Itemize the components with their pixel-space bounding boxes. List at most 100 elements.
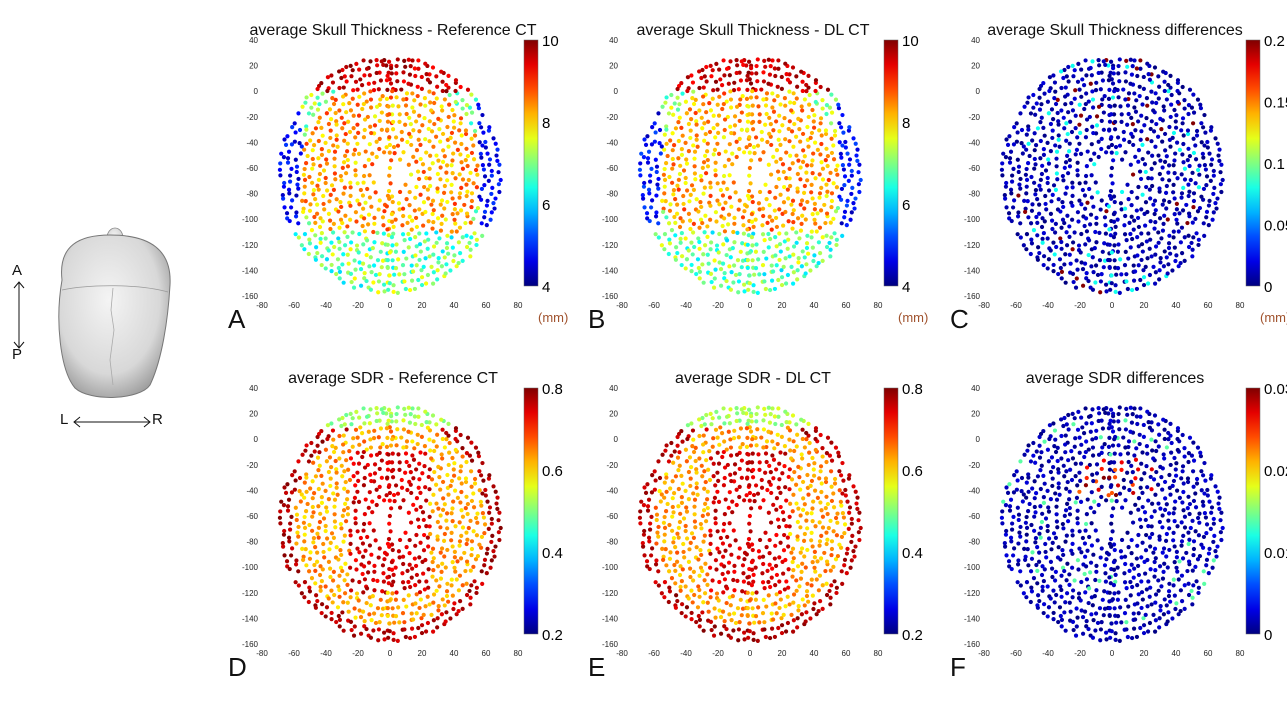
data-point <box>1027 153 1032 159</box>
data-point <box>1149 119 1154 124</box>
data-point <box>407 72 413 77</box>
data-point <box>1018 186 1023 191</box>
data-point <box>1176 264 1181 269</box>
data-point <box>1031 228 1037 233</box>
data-point <box>387 273 392 278</box>
x-tick-label: 60 <box>482 649 491 658</box>
data-point <box>1054 512 1059 517</box>
data-point <box>1164 206 1169 211</box>
data-point <box>294 164 300 169</box>
data-point <box>1109 281 1114 286</box>
data-point <box>809 538 814 543</box>
data-point <box>807 440 812 446</box>
data-point <box>460 258 465 263</box>
data-point <box>451 473 457 478</box>
data-point <box>480 491 485 496</box>
data-point <box>1050 192 1055 197</box>
data-point <box>361 483 367 488</box>
unit-label: (mm) <box>538 310 569 325</box>
data-point <box>809 530 814 535</box>
data-point <box>760 610 766 616</box>
data-point <box>1070 271 1076 277</box>
data-point <box>696 557 701 562</box>
data-point <box>335 492 340 497</box>
data-point <box>1030 138 1035 143</box>
data-point <box>738 597 743 602</box>
data-point <box>734 487 739 492</box>
data-point <box>807 92 812 98</box>
data-point <box>804 593 810 599</box>
data-point <box>764 111 769 117</box>
data-point <box>414 184 419 190</box>
data-point <box>790 413 796 418</box>
data-point <box>679 125 684 131</box>
data-point <box>346 261 351 266</box>
data-point <box>343 213 348 218</box>
data-point <box>355 435 360 440</box>
data-point <box>1072 578 1077 583</box>
data-point <box>1093 229 1098 235</box>
data-point <box>343 479 348 485</box>
data-point <box>1026 141 1031 146</box>
data-point <box>1166 170 1171 175</box>
data-point <box>1187 189 1192 194</box>
data-point <box>1011 166 1016 171</box>
data-point <box>469 110 475 115</box>
data-point <box>345 505 350 511</box>
data-point <box>1132 566 1137 571</box>
data-point <box>474 237 479 242</box>
data-point <box>657 489 662 494</box>
data-point <box>677 102 682 107</box>
data-point <box>845 546 850 551</box>
data-point <box>1148 474 1153 480</box>
data-point <box>385 613 390 618</box>
data-point <box>1089 543 1095 548</box>
data-point <box>835 553 841 559</box>
data-point <box>348 565 353 570</box>
data-point <box>1152 198 1158 203</box>
data-point <box>343 131 348 137</box>
data-point <box>774 611 779 616</box>
data-point <box>300 198 305 203</box>
data-point <box>709 422 714 427</box>
data-point <box>703 519 709 524</box>
data-point <box>371 577 376 583</box>
data-point <box>346 467 351 472</box>
y-tick-label: -140 <box>602 266 619 275</box>
data-point <box>1204 215 1209 220</box>
data-point <box>1120 157 1125 162</box>
data-point <box>705 157 710 163</box>
data-point <box>811 473 817 478</box>
data-point <box>387 150 392 155</box>
data-point <box>772 414 777 419</box>
data-point <box>1053 221 1058 226</box>
data-point <box>775 93 780 99</box>
data-point <box>757 537 763 543</box>
data-point <box>401 561 406 567</box>
data-point <box>317 171 323 177</box>
data-point <box>680 567 685 572</box>
data-point <box>810 107 815 113</box>
data-point <box>318 240 323 245</box>
data-point <box>696 613 701 619</box>
data-point <box>414 532 419 538</box>
data-point <box>363 548 368 553</box>
data-point <box>308 202 313 207</box>
data-point <box>302 184 307 189</box>
data-point <box>303 100 308 105</box>
data-point <box>1149 487 1154 492</box>
data-point <box>385 421 390 426</box>
data-point <box>854 153 859 158</box>
data-point <box>306 251 311 257</box>
data-point <box>435 277 440 282</box>
data-point <box>750 89 755 94</box>
data-point <box>1054 156 1059 161</box>
data-point <box>1118 104 1123 109</box>
data-point <box>768 236 773 242</box>
data-point <box>691 535 697 540</box>
data-point <box>1131 490 1136 496</box>
data-point <box>771 109 777 114</box>
data-point <box>465 435 471 440</box>
data-point <box>373 190 378 195</box>
data-point <box>1077 529 1082 534</box>
